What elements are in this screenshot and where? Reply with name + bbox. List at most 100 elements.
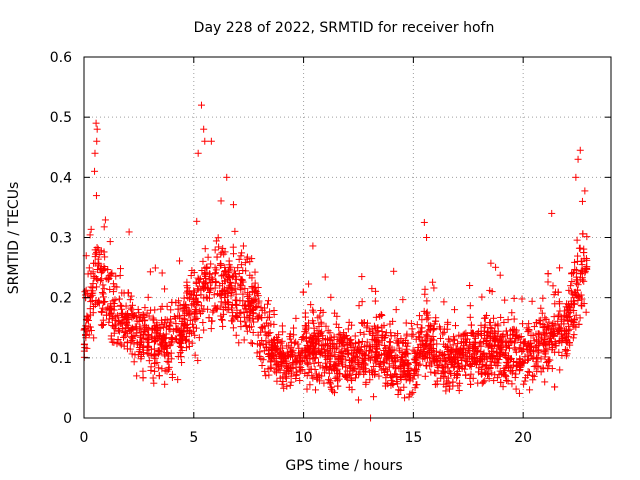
data-point bbox=[281, 373, 289, 381]
data-point bbox=[168, 374, 176, 382]
data-point bbox=[219, 322, 227, 330]
data-point bbox=[530, 372, 538, 380]
data-point bbox=[493, 354, 501, 362]
data-point bbox=[449, 378, 457, 386]
data-point bbox=[454, 346, 462, 354]
data-point bbox=[423, 234, 431, 241]
data-point bbox=[164, 350, 172, 358]
data-point bbox=[239, 301, 247, 309]
data-point bbox=[249, 340, 257, 348]
data-point bbox=[116, 271, 124, 279]
data-point bbox=[180, 332, 188, 340]
data-point bbox=[161, 380, 169, 388]
data-point bbox=[571, 265, 579, 273]
data-point bbox=[334, 382, 342, 390]
data-point bbox=[397, 375, 405, 383]
data-point bbox=[560, 311, 568, 319]
data-point bbox=[527, 331, 535, 339]
data-point bbox=[231, 285, 239, 293]
data-point bbox=[418, 336, 426, 344]
data-point bbox=[219, 244, 227, 252]
data-point bbox=[156, 340, 164, 348]
data-point bbox=[539, 324, 547, 332]
data-point bbox=[386, 348, 394, 356]
data-point bbox=[503, 376, 511, 384]
data-point bbox=[577, 257, 585, 265]
data-point bbox=[310, 359, 318, 367]
data-point bbox=[355, 370, 363, 378]
data-point bbox=[579, 230, 587, 238]
data-point bbox=[139, 374, 147, 382]
data-point bbox=[440, 298, 448, 306]
data-point bbox=[537, 334, 545, 342]
data-point bbox=[127, 338, 135, 346]
data-point bbox=[238, 249, 246, 257]
data-point bbox=[350, 366, 358, 374]
data-point bbox=[101, 216, 109, 224]
data-point bbox=[195, 276, 203, 284]
data-point bbox=[521, 377, 529, 385]
data-point bbox=[496, 271, 504, 279]
data-point bbox=[578, 295, 586, 303]
data-point bbox=[254, 314, 262, 322]
data-point bbox=[371, 371, 379, 379]
data-point bbox=[93, 137, 101, 145]
data-point bbox=[582, 254, 590, 262]
data-point bbox=[225, 257, 233, 265]
data-point bbox=[360, 319, 368, 327]
data-point bbox=[508, 380, 516, 388]
data-point bbox=[219, 286, 227, 294]
data-point bbox=[348, 377, 356, 385]
data-point bbox=[395, 344, 403, 352]
data-point bbox=[394, 380, 402, 388]
data-point bbox=[243, 253, 251, 261]
data-point bbox=[500, 364, 508, 372]
data-point bbox=[470, 332, 478, 340]
data-point bbox=[405, 372, 413, 380]
data-point bbox=[240, 336, 248, 344]
data-point bbox=[515, 333, 523, 341]
data-point bbox=[301, 309, 309, 317]
data-point bbox=[271, 342, 279, 350]
data-point bbox=[506, 334, 514, 342]
data-point bbox=[541, 378, 549, 386]
data-point bbox=[573, 286, 581, 294]
data-point bbox=[469, 344, 477, 352]
data-point bbox=[106, 271, 114, 279]
data-point bbox=[97, 321, 105, 329]
data-point bbox=[214, 290, 222, 298]
data-point bbox=[163, 349, 171, 357]
data-point bbox=[467, 370, 475, 378]
data-point bbox=[502, 343, 510, 351]
data-point bbox=[336, 330, 344, 338]
data-point bbox=[338, 360, 346, 368]
data-point bbox=[228, 317, 236, 325]
data-point bbox=[567, 282, 575, 290]
data-point bbox=[232, 312, 240, 320]
data-point bbox=[307, 301, 315, 309]
data-point bbox=[439, 330, 447, 338]
data-point bbox=[225, 282, 233, 290]
data-point bbox=[273, 339, 281, 347]
data-point bbox=[549, 343, 557, 351]
data-point bbox=[541, 314, 549, 322]
data-point bbox=[237, 261, 245, 269]
data-point bbox=[318, 342, 326, 350]
data-point bbox=[252, 288, 260, 296]
data-point bbox=[282, 374, 290, 382]
data-point bbox=[395, 338, 403, 346]
data-point bbox=[309, 242, 317, 250]
data-point bbox=[145, 312, 153, 320]
data-point bbox=[327, 336, 335, 344]
data-point bbox=[557, 330, 565, 338]
data-point bbox=[461, 365, 469, 373]
data-point bbox=[278, 344, 286, 352]
data-point bbox=[340, 329, 348, 337]
data-point bbox=[265, 371, 273, 379]
data-point bbox=[504, 377, 512, 385]
data-point bbox=[354, 347, 362, 355]
data-point bbox=[272, 369, 280, 377]
data-point bbox=[213, 253, 221, 261]
data-point bbox=[324, 347, 332, 355]
data-point bbox=[303, 341, 311, 349]
